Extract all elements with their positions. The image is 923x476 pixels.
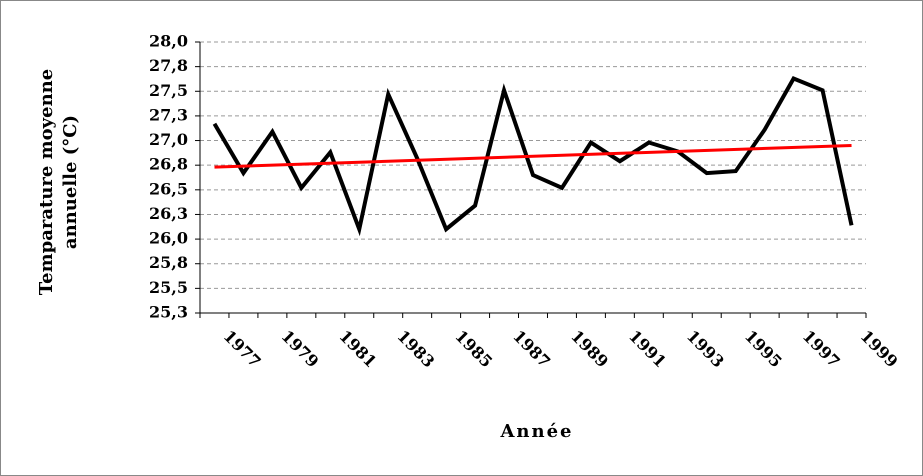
y-tick-label: 25,3 [149,303,188,322]
trend-line [214,143,852,169]
y-tick-label: 26,3 [149,204,188,223]
x-axis-title: Année [499,421,573,442]
y-tick-label: 26,0 [149,229,188,248]
y-tick-label: 28,0 [149,32,188,51]
y-tick-label: 25,8 [149,253,188,272]
y-tick-label: 27,5 [149,81,188,100]
y-tick-label: 26,5 [149,179,188,198]
y-tick-label: 26,8 [149,155,188,174]
y-tick-label: 27,0 [149,130,188,149]
y-axis-title: Temparature moyenne annuelle (°C) [36,69,81,295]
y-tick-label: 25,5 [149,278,188,297]
y-tick-label: 27,3 [149,105,188,124]
y-axis-title-line: Temparature moyenne [36,69,57,295]
y-axis-title-line: annuelle (°C) [60,115,81,249]
y-tick-label: 27,8 [149,56,188,75]
